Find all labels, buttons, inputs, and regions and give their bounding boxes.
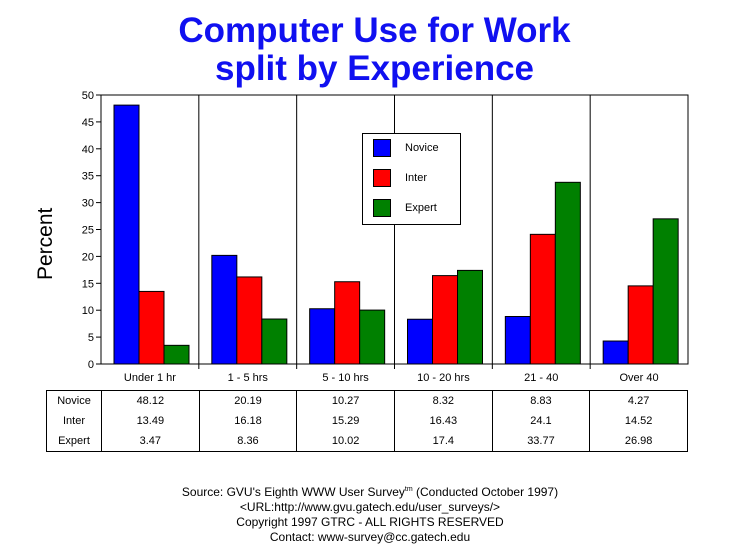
bar-novice — [504, 315, 531, 365]
footer: Source: GVU's Eighth WWW User Surveytm (… — [0, 482, 729, 545]
trademark-mark: tm — [404, 486, 413, 493]
legend-item-novice: Novice — [373, 138, 439, 158]
table-cell: 20.19 — [198, 390, 298, 411]
legend-item-inter: Inter — [373, 168, 427, 188]
legend-label-novice: Novice — [405, 142, 439, 154]
y-tick-label: 0 — [88, 359, 94, 371]
table-cell: 15.29 — [296, 411, 395, 431]
source-line: Source: GVU's Eighth WWW User Surveytm (… — [0, 482, 729, 500]
row-label: Expert — [46, 431, 102, 452]
x-tick-label: 1 - 5 hrs — [228, 372, 269, 384]
table-cell: 8.32 — [393, 390, 493, 411]
y-tick-label: 35 — [82, 171, 94, 183]
table-cell: 16.18 — [198, 411, 298, 431]
chart-title: Computer Use for Work split by Experienc… — [0, 12, 729, 88]
source-text: Source: GVU's Eighth WWW User Survey — [181, 485, 405, 499]
legend-label-expert: Expert — [405, 202, 437, 214]
y-tick-label: 45 — [82, 117, 94, 129]
data-table: Novice 48.12 20.19 10.27 8.32 8.83 4.27 … — [46, 390, 688, 452]
bar-expert — [457, 269, 483, 365]
title-line-2: split by Experience — [214, 49, 535, 88]
x-tick-label: 5 - 10 hrs — [322, 372, 369, 384]
bar-inter — [627, 285, 654, 365]
row-label: Novice — [46, 390, 102, 411]
table-row-inter: Inter 13.49 16.18 15.29 16.43 24.1 14.52 — [46, 411, 688, 431]
x-tick-label: Over 40 — [620, 372, 659, 384]
bar-novice — [309, 308, 336, 365]
title-line-1: Computer Use for Work — [178, 11, 571, 50]
x-tick-label: 21 - 40 — [524, 372, 558, 384]
bar-inter — [236, 276, 263, 365]
y-tick-label: 5 — [88, 332, 94, 344]
y-tick-label: 20 — [82, 251, 94, 263]
bar-inter — [334, 281, 361, 365]
bar-novice — [407, 318, 433, 365]
row-label: Inter — [46, 411, 102, 431]
table-cell: 13.49 — [101, 411, 200, 431]
table-cell: 8.83 — [491, 390, 591, 411]
y-tick-label: 10 — [82, 305, 94, 317]
table-cell: 48.12 — [101, 390, 200, 411]
table-cell: 14.52 — [589, 411, 688, 431]
legend-item-expert: Expert — [373, 198, 437, 218]
bar-novice — [211, 254, 238, 365]
source-url: <URL:http://www.gvu.gatech.edu/user_surv… — [239, 500, 501, 514]
table-cell: 10.27 — [296, 390, 395, 411]
table-cell: 8.36 — [198, 431, 298, 452]
legend-swatch-inter — [373, 169, 391, 187]
legend: Novice Inter Expert — [362, 133, 461, 225]
y-tick-label: 40 — [82, 144, 94, 156]
table-row-novice: Novice 48.12 20.19 10.27 8.32 8.83 4.27 — [46, 390, 688, 411]
table-cell: 17.4 — [393, 431, 493, 452]
table-cell: 24.1 — [491, 411, 591, 431]
y-tick-label: 15 — [82, 278, 94, 290]
bar-expert — [652, 218, 679, 365]
legend-swatch-novice — [373, 139, 391, 157]
legend-swatch-expert — [373, 199, 391, 217]
table-cell: 10.02 — [296, 431, 395, 452]
y-tick-label: 30 — [82, 198, 94, 210]
x-tick-label: 10 - 20 hrs — [417, 372, 470, 384]
x-tick-label: Under 1 hr — [124, 372, 176, 384]
bar-novice — [602, 340, 629, 365]
bar-inter — [138, 290, 165, 365]
table-cell: 26.98 — [589, 431, 688, 452]
table-cell: 33.77 — [491, 431, 591, 452]
bar-expert — [261, 318, 288, 365]
table-cell: 16.43 — [393, 411, 493, 431]
y-axis-label: Percent — [34, 207, 57, 280]
y-tick-label: 50 — [82, 90, 94, 102]
bar-expert — [554, 181, 581, 365]
bar-expert — [359, 309, 386, 365]
table-row-expert: Expert 3.47 8.36 10.02 17.4 33.77 26.98 — [46, 431, 688, 452]
table-cell: 3.47 — [101, 431, 200, 452]
legend-label-inter: Inter — [405, 172, 428, 184]
bar-expert — [163, 344, 190, 365]
y-tick-label: 25 — [82, 225, 94, 237]
source-date: (Conducted October 1997) — [412, 485, 559, 499]
bar-inter — [432, 275, 458, 365]
contact: Contact: www-survey@cc.gatech.edu — [269, 530, 471, 544]
bar-novice — [113, 104, 140, 365]
copyright: Copyright 1997 GTRC - ALL RIGHTS RESERVE… — [236, 515, 504, 529]
bar-inter — [529, 233, 556, 365]
table-cell: 4.27 — [589, 390, 688, 411]
